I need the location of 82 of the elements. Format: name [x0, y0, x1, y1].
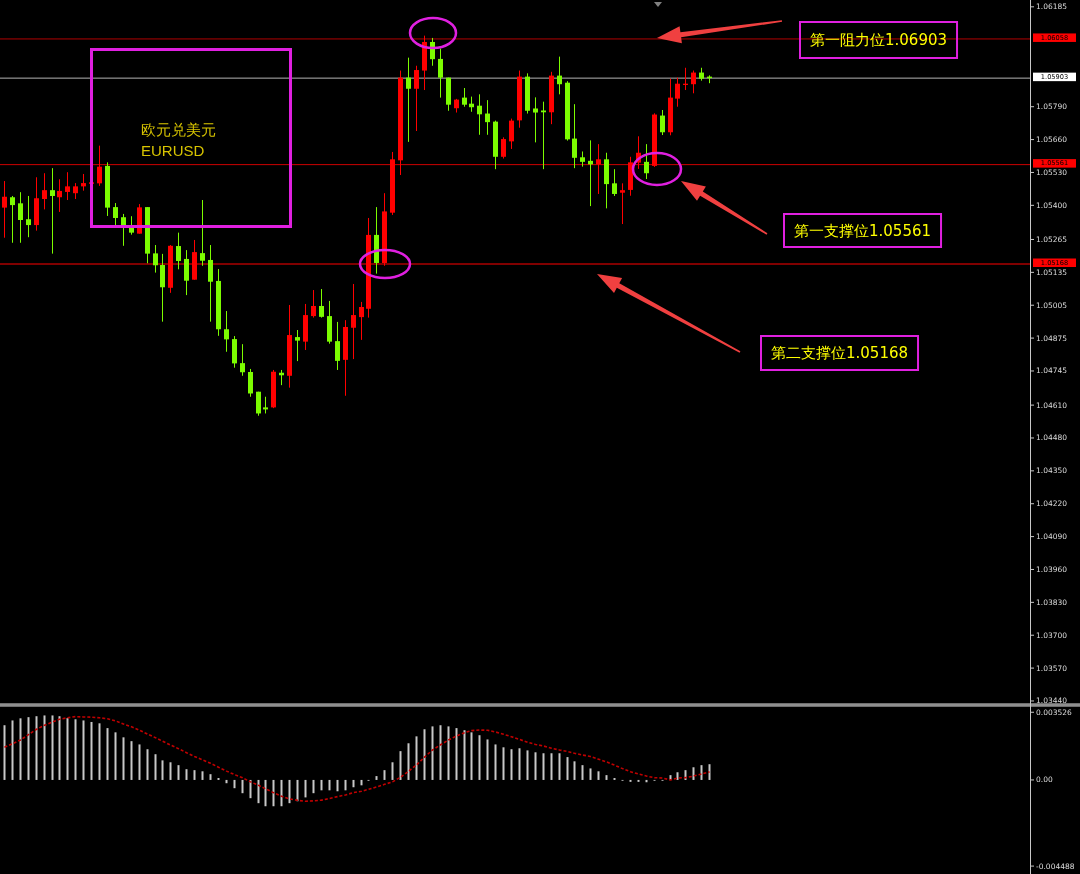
- bar: [336, 779, 339, 792]
- bar: [558, 753, 561, 780]
- bar: [3, 725, 6, 780]
- bar: [676, 772, 679, 780]
- annotation: 第二支撑位1.05168: [771, 344, 909, 362]
- bar: [328, 779, 331, 791]
- bar: [43, 715, 46, 780]
- bar: [415, 736, 418, 780]
- bar: [534, 752, 537, 780]
- bar: [589, 768, 592, 780]
- bar: [304, 779, 307, 798]
- bar: [288, 779, 291, 804]
- bar: [605, 775, 608, 780]
- bar: [241, 779, 244, 794]
- bar: [455, 728, 458, 780]
- bar: [177, 765, 180, 780]
- bar: [423, 729, 426, 780]
- bar: [58, 716, 61, 780]
- bar: [463, 730, 466, 780]
- bar: [35, 716, 38, 780]
- text: EURUSD: [141, 141, 205, 159]
- bar: [375, 776, 378, 780]
- bar: [407, 743, 410, 780]
- bar: [502, 747, 505, 780]
- bar: [692, 767, 695, 780]
- bar: [510, 749, 513, 780]
- bar: [494, 744, 497, 780]
- bar: [209, 774, 212, 780]
- bar: [185, 769, 188, 780]
- bar: [581, 765, 584, 780]
- bar: [573, 761, 576, 780]
- bar: [154, 754, 157, 780]
- bar: [106, 728, 109, 780]
- bar: [146, 749, 149, 780]
- bar: [161, 760, 164, 780]
- bar: [11, 720, 14, 780]
- bar: [700, 765, 703, 780]
- bar: [74, 719, 77, 780]
- bar: [597, 771, 600, 780]
- bar: [312, 779, 315, 794]
- bar: [447, 726, 450, 780]
- bar: [526, 750, 529, 780]
- bar: [19, 718, 22, 780]
- bar: [27, 717, 30, 780]
- bar: [431, 726, 434, 780]
- bar: [566, 757, 569, 780]
- bar: [272, 779, 275, 807]
- bar: [383, 770, 386, 780]
- bar: [360, 779, 363, 786]
- bar: [66, 718, 69, 780]
- text: 欧元兑美元: [141, 121, 216, 139]
- bar: [518, 748, 521, 780]
- bar: [550, 753, 553, 780]
- bar: [391, 762, 394, 780]
- bar: [122, 737, 125, 780]
- bar: [51, 715, 54, 780]
- bar: [486, 739, 489, 780]
- bar: [98, 723, 101, 780]
- bar: [82, 720, 85, 780]
- annotation: 第一阻力位1.06903: [810, 31, 948, 49]
- bar: [708, 764, 711, 780]
- bar: [439, 725, 442, 780]
- bar: [169, 762, 172, 780]
- bar: [542, 753, 545, 780]
- bar: [138, 744, 141, 780]
- bar: [233, 779, 236, 789]
- bar: [320, 779, 323, 791]
- bar: [257, 779, 260, 804]
- bar: [280, 779, 283, 807]
- bar: [470, 732, 473, 780]
- bar: [201, 771, 204, 780]
- bar: [399, 751, 402, 780]
- annotation: 第一支撑位1.05561: [794, 221, 932, 240]
- bar: [114, 732, 117, 780]
- bar: [478, 735, 481, 780]
- bar: [264, 779, 267, 807]
- bar: [296, 779, 299, 802]
- bar: [344, 779, 347, 791]
- bar: [193, 770, 196, 780]
- bar: [352, 779, 355, 788]
- bar: [130, 741, 133, 780]
- bar: [90, 721, 93, 780]
